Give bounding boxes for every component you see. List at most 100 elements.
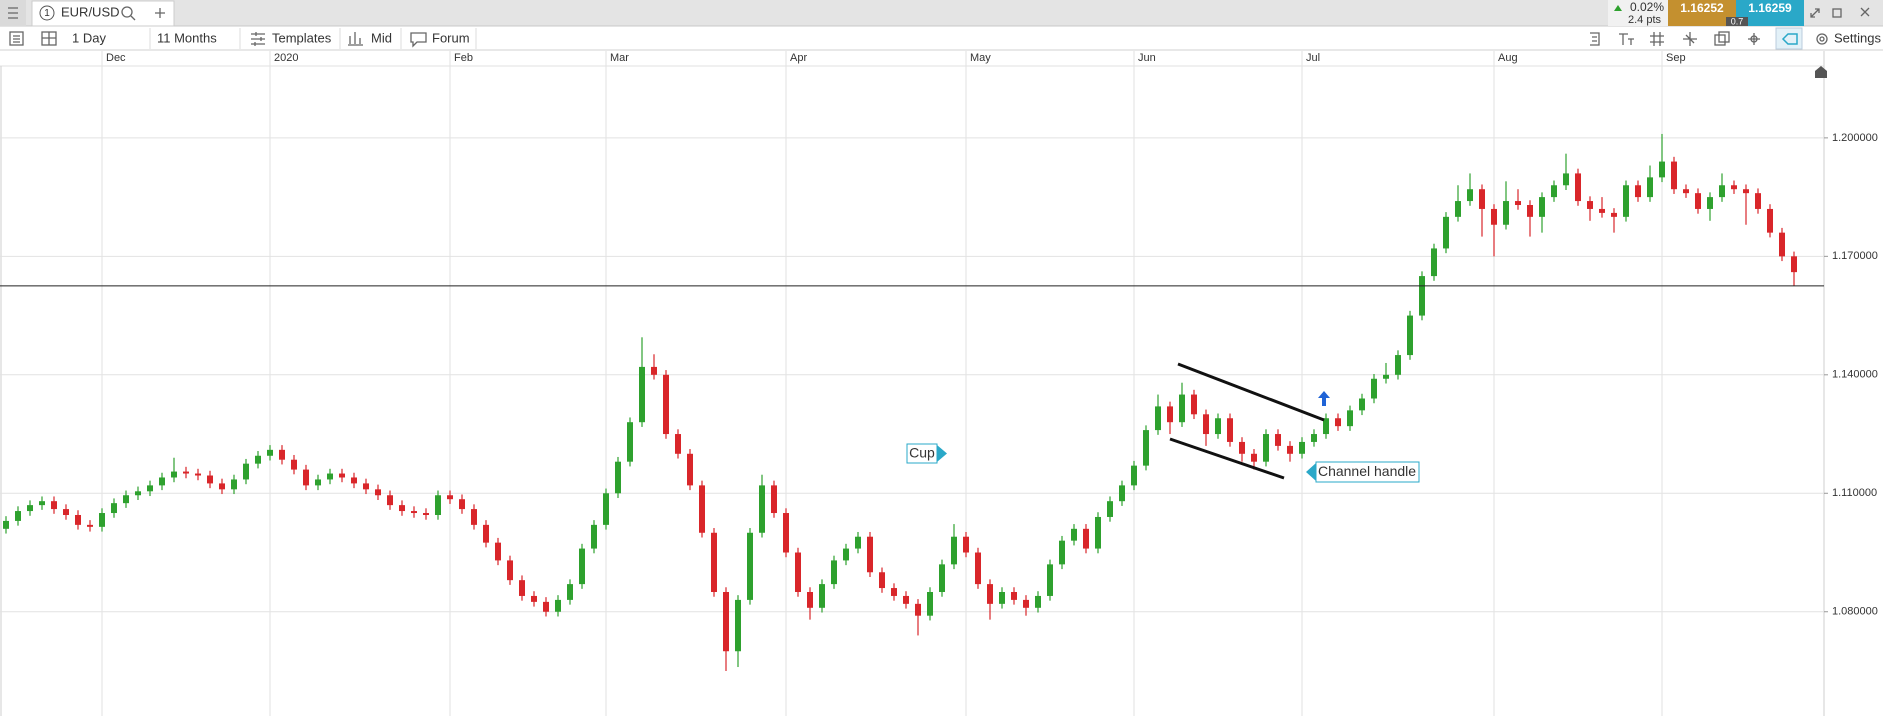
menu-button[interactable] <box>0 0 26 26</box>
candle-body <box>759 485 765 533</box>
layout-icon[interactable] <box>41 31 57 46</box>
candle-body <box>1239 441 1245 454</box>
candle-body <box>1791 256 1797 273</box>
candle-body <box>243 463 249 480</box>
candle-body <box>1095 516 1101 549</box>
candle-body <box>747 532 753 600</box>
sell-price[interactable]: 1.16252 <box>1680 1 1724 15</box>
candle-body <box>1623 185 1629 217</box>
candle-body <box>1455 201 1461 217</box>
candle-body <box>939 564 945 593</box>
forum-icon[interactable] <box>410 32 427 48</box>
price-type-icon[interactable] <box>348 32 363 46</box>
candle-body <box>1407 315 1413 356</box>
y-tick-label: 1.110000 <box>1832 487 1877 499</box>
candle-body <box>867 536 873 573</box>
candle-body <box>1491 208 1497 225</box>
candle-body <box>519 580 525 596</box>
candle-body <box>99 513 105 527</box>
candle-body <box>75 514 81 525</box>
candle-body <box>267 449 273 456</box>
window-controls[interactable] <box>1810 7 1870 18</box>
candle-body <box>567 584 573 600</box>
cup-label-pointer <box>937 445 947 462</box>
add-tab-button[interactable] <box>155 8 165 18</box>
candle-body <box>735 599 741 652</box>
candle-body <box>999 592 1005 604</box>
candle-body <box>1719 185 1725 198</box>
home-icon[interactable] <box>1815 66 1827 78</box>
x-tick-label: Jun <box>1138 52 1156 64</box>
candle-body <box>831 560 837 585</box>
candle-body <box>579 548 585 585</box>
candle-body <box>351 477 357 484</box>
candle-body <box>1119 485 1125 502</box>
buy-price[interactable]: 1.16259 <box>1748 1 1792 15</box>
candle-body <box>15 511 21 521</box>
candle-body <box>1047 564 1053 596</box>
candle-body <box>1767 208 1773 233</box>
candle-body <box>1503 201 1509 225</box>
candle-body <box>1287 445 1293 454</box>
handle-label: Channel handle <box>1318 463 1416 479</box>
x-tick-label: Dec <box>106 52 126 64</box>
chart-tools[interactable] <box>1590 27 1803 50</box>
candle-body <box>339 473 345 478</box>
templates-icon[interactable] <box>251 32 265 46</box>
candle-body <box>171 471 177 478</box>
candle-body <box>1551 185 1557 198</box>
candle-body <box>147 485 153 492</box>
handle-label-pointer <box>1306 463 1316 481</box>
templates-button[interactable]: Templates <box>272 30 332 45</box>
candle-body <box>591 524 597 549</box>
instrument-tab[interactable] <box>31 0 175 27</box>
candle-body <box>1131 465 1137 486</box>
plot-area <box>0 51 1824 716</box>
settings-icon[interactable] <box>1816 33 1828 45</box>
candle-body <box>219 483 225 490</box>
candle-body <box>1731 185 1737 190</box>
candle-body <box>795 552 801 593</box>
candle-body <box>1023 599 1029 608</box>
candle-body <box>291 459 297 470</box>
x-tick-label: Sep <box>1666 52 1686 64</box>
candle-body <box>1707 197 1713 209</box>
candle-body <box>1395 355 1401 375</box>
candle-body <box>1215 418 1221 435</box>
candle-body <box>1479 189 1485 209</box>
sell-button[interactable] <box>1668 0 1736 26</box>
candle-body <box>1779 232 1785 257</box>
candle-body <box>1431 248 1437 277</box>
candle-body <box>483 524 489 543</box>
candle-body <box>1011 592 1017 600</box>
forum-button[interactable]: Forum <box>432 30 470 45</box>
candle-body <box>231 479 237 490</box>
candle-body <box>1155 406 1161 431</box>
candle-body <box>603 493 609 525</box>
candle-body <box>891 588 897 596</box>
settings-button[interactable]: Settings <box>1834 30 1881 45</box>
x-tick-label: Apr <box>790 52 807 64</box>
change-box <box>1608 0 1668 26</box>
candle-body <box>543 601 549 612</box>
spread-box <box>1726 17 1748 26</box>
candle-body <box>951 536 957 565</box>
range-select[interactable]: 11 Months <box>157 30 217 45</box>
candle-body <box>363 483 369 490</box>
search-icon[interactable] <box>121 6 136 21</box>
candle-body <box>1323 418 1329 435</box>
candle-body <box>135 491 141 496</box>
list-icon[interactable] <box>9 31 24 46</box>
instrument-name[interactable]: EUR/USD <box>61 4 120 19</box>
candle-body <box>1527 205 1533 217</box>
candle-body <box>1383 374 1389 379</box>
candle-body <box>87 524 93 527</box>
price-type-button[interactable]: Mid <box>371 30 392 45</box>
price-change: 0.02% <box>1630 0 1664 14</box>
candle-body <box>1683 189 1689 194</box>
candle-body <box>1515 201 1521 206</box>
interval-select[interactable]: 1 Day <box>72 30 106 45</box>
candle-body <box>1587 201 1593 209</box>
candle-body <box>1059 540 1065 565</box>
candle-body <box>207 475 213 484</box>
